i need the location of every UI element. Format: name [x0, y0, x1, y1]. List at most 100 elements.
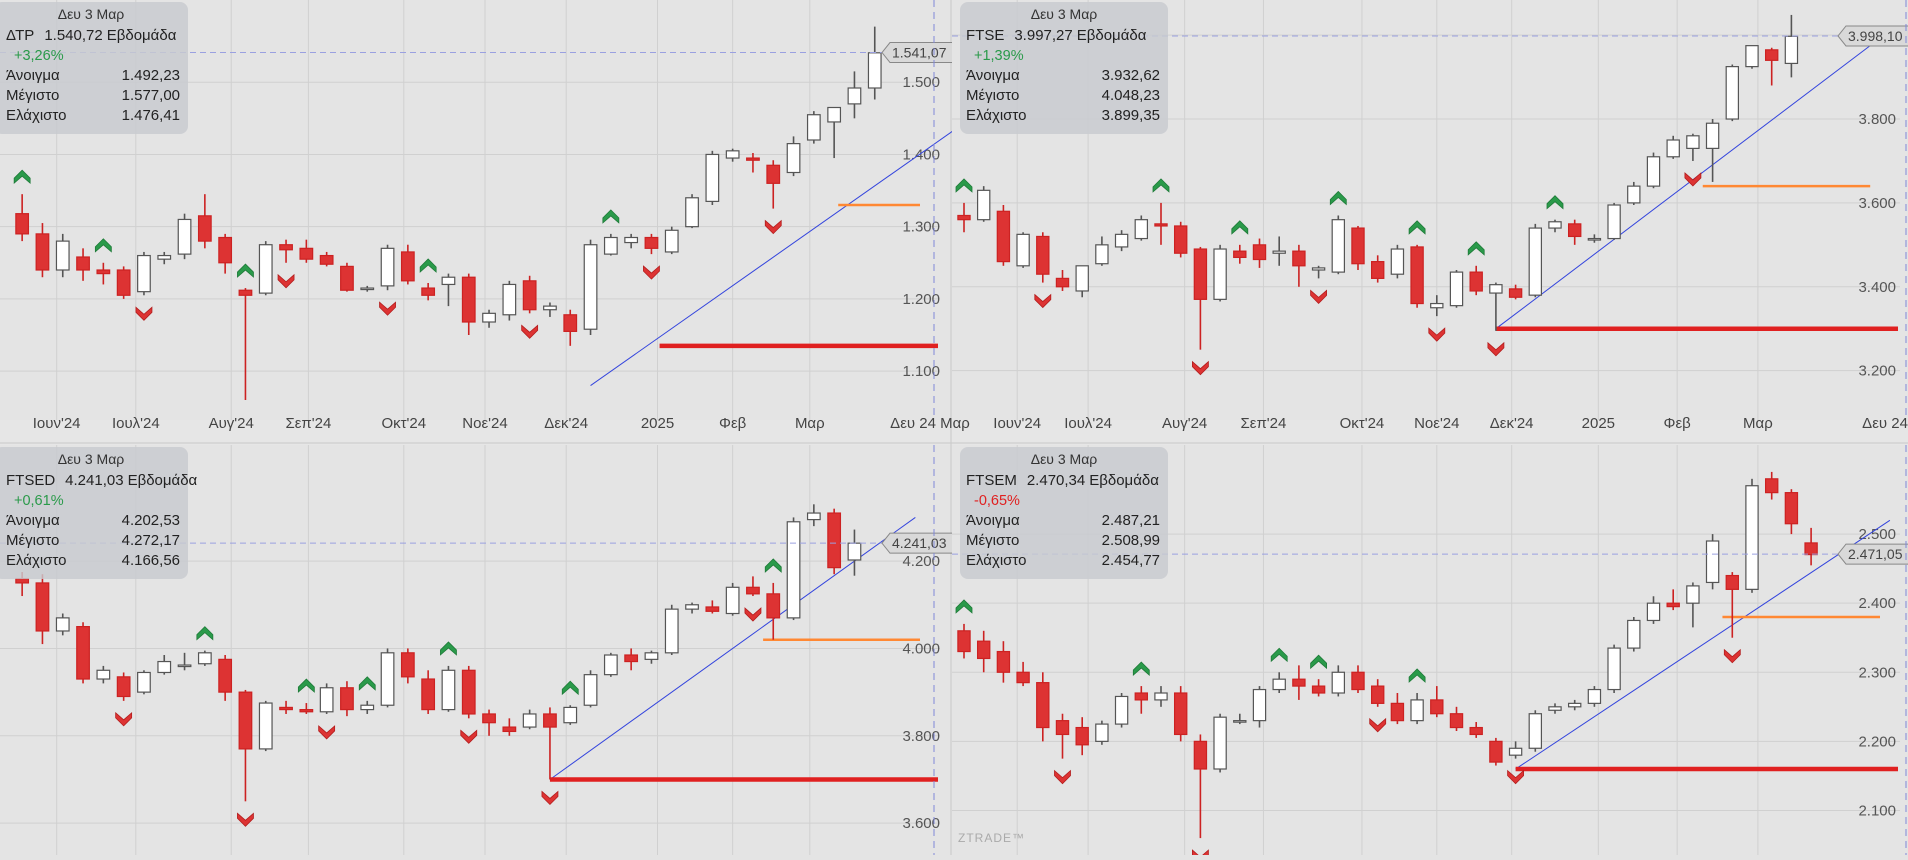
info-ohlc-label: Άνοιγμα	[6, 67, 60, 84]
candle-body	[482, 312, 496, 323]
candle-body	[238, 289, 253, 296]
info-ohlc-label: Ελάχιστο	[966, 107, 1026, 124]
candle-body	[1173, 692, 1188, 736]
up-arrow-icon	[297, 678, 315, 693]
info-ohlc-label: Άνοιγμα	[6, 512, 60, 529]
info-ohlc-value: 2.454,77	[1102, 552, 1160, 569]
up-arrow-icon	[1152, 178, 1170, 193]
candle-body	[1311, 267, 1326, 271]
candle-body	[1272, 678, 1286, 691]
candle-body	[258, 244, 273, 294]
candle-body	[827, 512, 842, 569]
candle-body	[603, 236, 618, 255]
candle-body	[421, 287, 436, 296]
info-ohlc-value: 1.476,41	[122, 107, 180, 124]
info-symbol-line: FTSEM 2.470,34 Εβδομάδα	[966, 472, 1159, 489]
down-arrow-icon	[1369, 717, 1387, 733]
info-box-bg	[960, 2, 1168, 134]
up-arrow-icon	[1408, 668, 1426, 683]
up-arrow-icon	[358, 676, 376, 691]
candle-body	[664, 608, 679, 654]
info-ohlc-value: 4.272,17	[122, 532, 180, 549]
y-tick-label: 4.200	[902, 553, 940, 570]
info-ohlc-label: Άνοιγμα	[966, 67, 1020, 84]
x-tick-label: Νοε'24	[462, 415, 507, 432]
x-tick-label: Μαρ	[1743, 415, 1773, 432]
down-arrow-icon	[1723, 648, 1741, 664]
trend-line	[590, 99, 997, 386]
candle-body	[76, 626, 90, 680]
last-price-tag	[1837, 25, 1908, 47]
x-tick-label: Σεπ'24	[285, 415, 331, 432]
candle-body	[705, 153, 720, 202]
info-close: 2.470,34	[1027, 472, 1085, 489]
info-box-bg	[0, 2, 188, 134]
x-tick-label: Φεβ	[719, 415, 747, 432]
x-tick-label: Αυγ'24	[209, 415, 254, 432]
candle-body	[1646, 602, 1661, 622]
candle-body	[157, 660, 172, 674]
candle-body	[299, 247, 314, 260]
candle-body	[1036, 235, 1050, 275]
candle-body	[1410, 246, 1424, 305]
down-arrow-icon	[1428, 327, 1446, 342]
candle-body	[746, 157, 760, 161]
down-arrow-icon	[115, 711, 133, 727]
candle-body	[1607, 647, 1621, 691]
info-ohlc-value: 4.048,23	[1102, 87, 1160, 104]
candle-body	[957, 630, 971, 653]
candle-body	[319, 687, 334, 713]
candle-body	[1548, 706, 1562, 711]
candle-body	[685, 197, 699, 228]
info-symbol-line: FTSED 4.241,03 Εβδομάδα	[6, 472, 198, 489]
candle-body	[1764, 478, 1779, 494]
chart-panel-ftsem[interactable]: 2.500 2.400 2.300 2.200 2.100 2.471,05 Δευ 3 Μ…	[952, 445, 1908, 860]
up-arrow-icon	[561, 680, 579, 696]
x-tick-label: Σεπ'24	[1241, 415, 1287, 432]
candle-body	[1331, 219, 1346, 273]
y-tick-label: 3.200	[1858, 363, 1896, 380]
candle-body	[360, 287, 375, 291]
candle-body	[96, 669, 111, 680]
up-arrow-icon	[237, 263, 254, 278]
info-ohlc-label: Μέγιστο	[966, 87, 1019, 104]
candle-body	[1233, 720, 1247, 723]
last-price-label: 3.998,10	[1848, 28, 1903, 44]
info-ohlc-value: 4.166,56	[122, 552, 180, 569]
candle-body	[1528, 227, 1543, 296]
candle-body	[1449, 713, 1464, 729]
candle-body	[1390, 248, 1405, 275]
down-arrow-icon	[541, 790, 559, 806]
candle-body	[1567, 223, 1582, 238]
candle-body	[116, 269, 131, 296]
info-period: Εβδομάδα	[107, 27, 177, 44]
trend-line	[1495, 45, 1871, 330]
candle-body	[1036, 682, 1050, 729]
y-tick-label: 4.000	[902, 640, 940, 657]
candle-body	[1311, 685, 1326, 694]
y-tick-label: 2.100	[1858, 802, 1896, 819]
info-ohlc-value: 2.487,21	[1102, 512, 1160, 529]
candle-body	[827, 106, 842, 123]
x-tick-label: Ιουν'24	[993, 415, 1041, 432]
y-tick-label: 3.400	[1858, 279, 1896, 296]
candle-body	[1410, 699, 1424, 722]
up-arrow-icon	[419, 258, 437, 273]
info-date: Δευ 3 Μαρ	[1031, 451, 1098, 467]
candle-body	[543, 713, 557, 728]
candle-body	[1331, 671, 1346, 694]
candle-body	[197, 652, 212, 665]
candle-body	[441, 669, 456, 711]
candle-body	[1430, 302, 1444, 309]
candle-body	[55, 240, 70, 271]
y-tick-label: 2.300	[1858, 664, 1896, 681]
candle-body	[1430, 699, 1444, 715]
candle-body	[1095, 723, 1109, 742]
candle-body	[746, 586, 760, 595]
up-arrow-icon	[196, 626, 214, 641]
candle-body	[1173, 225, 1188, 254]
